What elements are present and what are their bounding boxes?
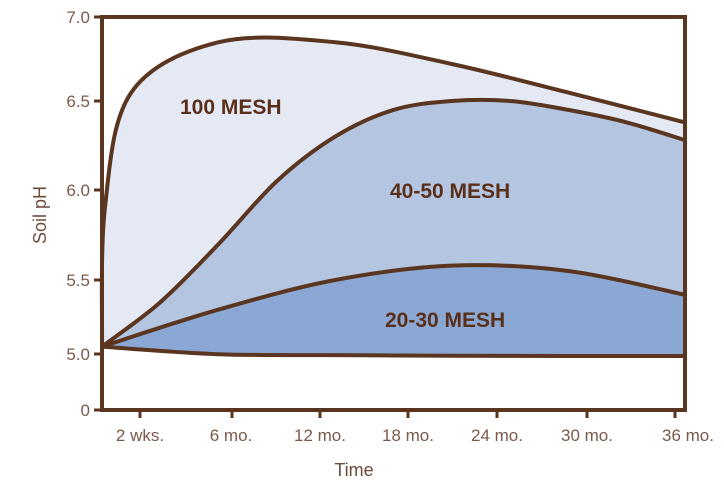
x-tick-label: 18 mo. — [382, 426, 434, 445]
x-tick-label: 12 mo. — [294, 426, 346, 445]
label-100-mesh: 100 MESH — [180, 96, 282, 119]
y-tick-label: 0 — [81, 401, 90, 420]
x-axis-title: Time — [334, 460, 373, 480]
y-tick-label: 5.5 — [66, 271, 90, 290]
label-40-50-mesh: 40-50 MESH — [390, 180, 510, 203]
y-tick-label: 6.0 — [66, 181, 90, 200]
y-axis-title: Soil pH — [30, 186, 50, 244]
line-baseline — [100, 344, 687, 359]
x-tick-label: 36 mo. — [662, 426, 714, 445]
line-40-50-mesh — [100, 97, 687, 349]
y-tick-label: 7.0 — [66, 8, 90, 27]
y-tick-label: 6.5 — [66, 92, 90, 111]
y-axis-ticks: 7.0 6.5 6.0 5.5 5.0 0 — [66, 8, 102, 420]
x-tick-label: 24 mo. — [471, 426, 523, 445]
y-tick-label: 5.0 — [66, 345, 90, 364]
line-20-30-mesh — [100, 263, 687, 349]
plot-frame — [100, 15, 687, 412]
chart-areas — [101, 17, 685, 410]
label-20-30-mesh: 20-30 MESH — [385, 309, 505, 332]
area-20-30-mesh — [102, 265, 685, 357]
x-axis-ticks: 2 wks. 6 mo. 12 mo. 18 mo. 24 mo. 30 mo. 36 mo… — [116, 410, 714, 445]
x-tick-label: 30 mo. — [561, 426, 613, 445]
chart-lines — [99, 35, 687, 359]
line-100-mesh — [99, 35, 687, 349]
x-tick-label: 2 wks. — [116, 426, 164, 445]
x-tick-label: 6 mo. — [210, 426, 253, 445]
